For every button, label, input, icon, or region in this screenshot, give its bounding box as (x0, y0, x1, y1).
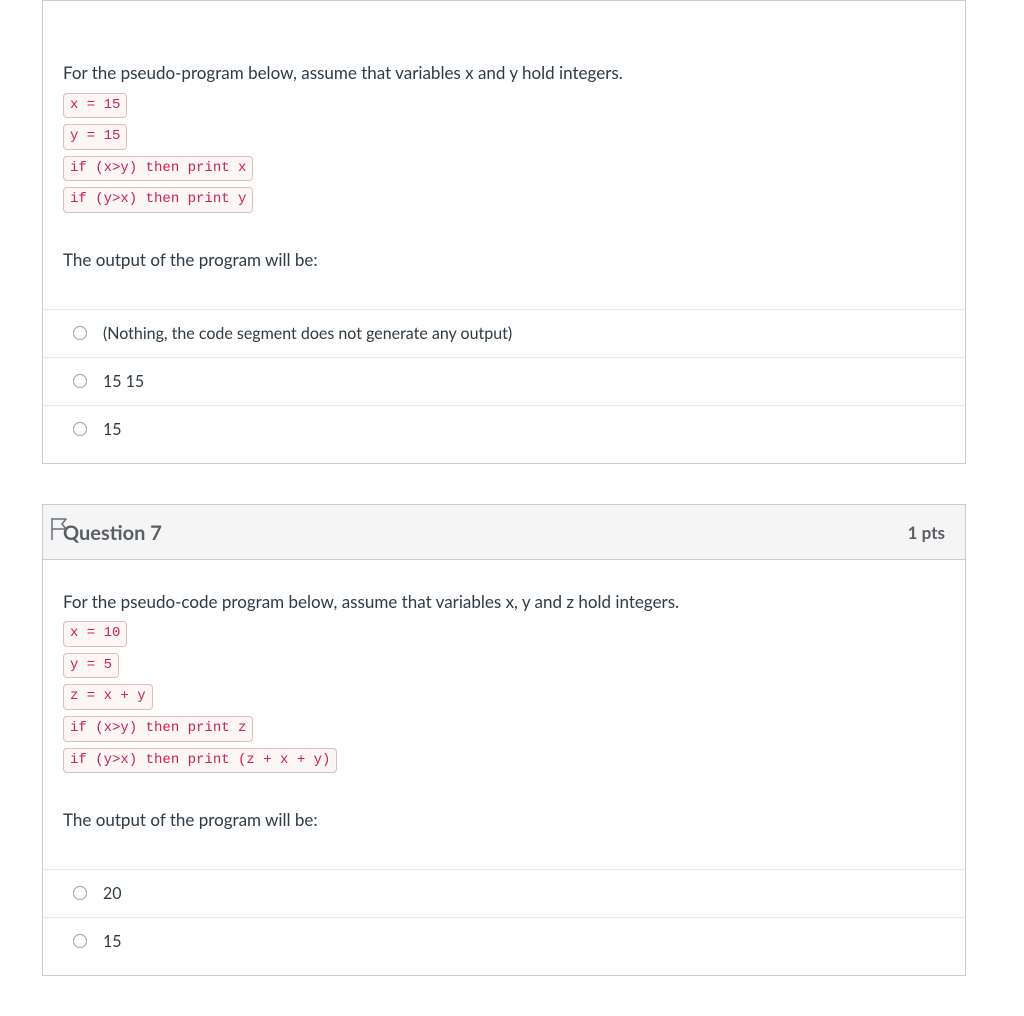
question-intro: For the pseudo-program below, assume tha… (63, 61, 945, 86)
answer-label: 20 (103, 884, 122, 903)
answer-list: (Nothing, the code segment does not gene… (43, 309, 965, 453)
code-line: x = 10 (63, 620, 945, 648)
answer-label: 15 (103, 420, 122, 439)
question-header: Question 7 1 pts (43, 505, 965, 560)
flag-icon[interactable] (48, 516, 76, 542)
code-text: x = 10 (63, 621, 127, 647)
radio-icon[interactable] (73, 326, 87, 340)
spacer (63, 218, 945, 248)
spacer (63, 778, 945, 808)
answer-option[interactable]: 20 (43, 869, 965, 917)
code-line: y = 5 (63, 652, 945, 680)
question-block: For the pseudo-program below, assume tha… (42, 0, 966, 464)
answer-option[interactable]: (Nothing, the code segment does not gene… (43, 309, 965, 357)
code-text: if (x>y) then print z (63, 716, 253, 742)
question-body: For the pseudo-code program below, assum… (43, 560, 965, 975)
code-text: y = 5 (63, 653, 119, 679)
code-line: y = 15 (63, 123, 945, 151)
question-intro: For the pseudo-code program below, assum… (63, 590, 945, 615)
answer-option[interactable]: 15 15 (43, 357, 965, 405)
answer-label: (Nothing, the code segment does not gene… (103, 324, 512, 343)
spacer (63, 839, 945, 869)
spacer (63, 279, 945, 309)
code-text: if (y>x) then print y (63, 187, 253, 213)
code-line: x = 15 (63, 92, 945, 120)
question-body: For the pseudo-program below, assume tha… (43, 1, 965, 463)
answer-list: 2015 (43, 869, 965, 965)
radio-icon[interactable] (73, 886, 87, 900)
radio-icon[interactable] (73, 422, 87, 436)
question-wrapper: Question 7 1 pts For the pseudo-code progr… (42, 504, 966, 976)
question-block: Question 7 1 pts For the pseudo-code progr… (42, 504, 966, 976)
code-line: if (x>y) then print x (63, 155, 945, 183)
code-line: z = x + y (63, 683, 945, 711)
code-text: if (x>y) then print x (63, 156, 253, 182)
radio-icon[interactable] (73, 374, 87, 388)
code-line: if (y>x) then print (z + x + y) (63, 747, 945, 775)
code-line: if (x>y) then print z (63, 715, 945, 743)
code-line: if (y>x) then print y (63, 186, 945, 214)
answer-label: 15 (103, 932, 122, 951)
question-followup: The output of the program will be: (63, 248, 945, 273)
radio-icon[interactable] (73, 934, 87, 948)
code-text: if (y>x) then print (z + x + y) (63, 748, 337, 774)
code-text: z = x + y (63, 684, 153, 710)
question-wrapper: For the pseudo-program below, assume tha… (42, 0, 966, 464)
answer-label: 15 15 (103, 372, 144, 391)
code-text: x = 15 (63, 93, 127, 119)
code-text: y = 15 (63, 124, 127, 150)
answer-option[interactable]: 15 (43, 405, 965, 453)
question-points: 1 pts (908, 522, 945, 543)
question-title: Question 7 (63, 521, 162, 545)
question-followup: The output of the program will be: (63, 808, 945, 833)
